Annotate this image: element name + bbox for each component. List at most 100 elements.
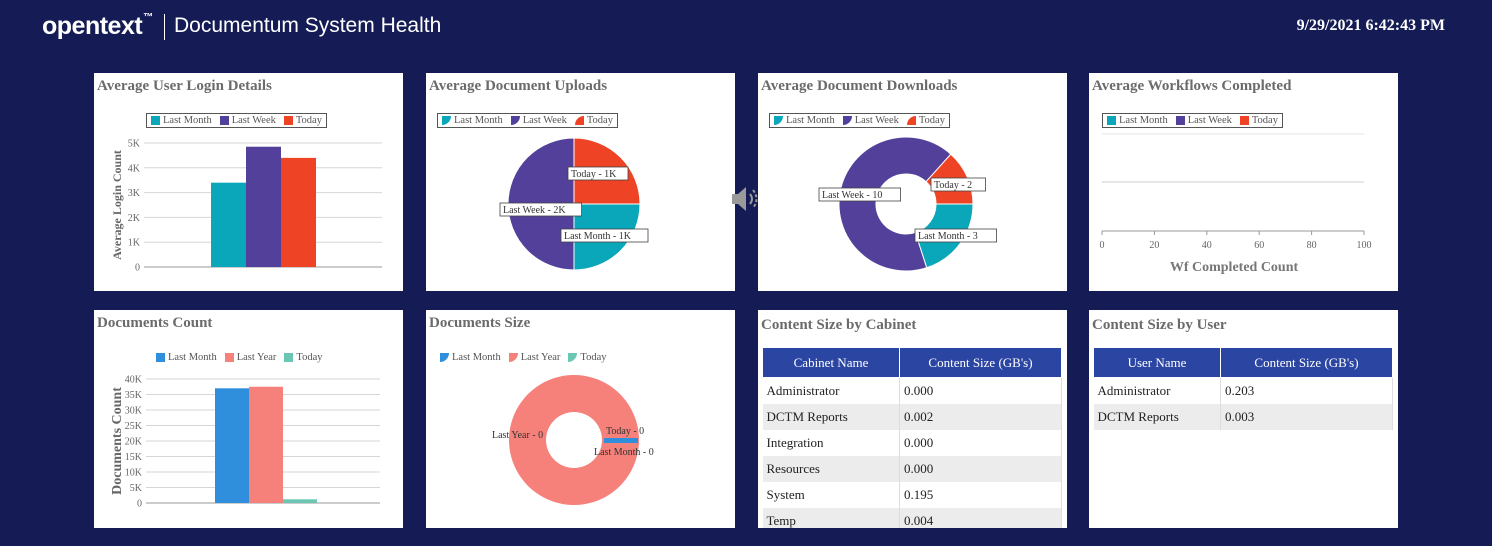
pie-slice <box>509 375 639 505</box>
data-label-box <box>567 166 629 181</box>
legend-item[interactable]: Today <box>906 115 945 126</box>
column-header[interactable]: Content Size (GB's) <box>899 347 1062 378</box>
opentext-logo: opentext™ <box>42 12 153 40</box>
cell: DCTM Reports <box>762 404 900 430</box>
chart-legend: Last Month Last Year Today <box>156 352 322 363</box>
legend-item[interactable]: Last Month <box>440 352 501 363</box>
legend-item[interactable]: Last Month <box>774 115 835 126</box>
header-divider <box>164 14 165 40</box>
y-tick-label: 1K <box>128 238 141 249</box>
data-label: Last Month - 1K <box>564 231 632 242</box>
legend-item[interactable]: Last Month <box>151 115 212 126</box>
table-row[interactable]: DCTM Reports 0.002 <box>762 404 1062 430</box>
cell: 0.004 <box>899 508 1062 528</box>
x-tick-label: 80 <box>1307 240 1317 251</box>
y-tick-label: 35K <box>125 390 143 401</box>
speaker-icon[interactable] <box>729 183 761 215</box>
legend-item[interactable]: Last Year <box>224 352 276 363</box>
panel-title: Documents Count <box>97 315 213 331</box>
table-row[interactable]: Temp 0.004 <box>762 508 1062 528</box>
cell: Resources <box>762 456 900 482</box>
data-label-box <box>499 202 582 217</box>
workflows-panel: Average Workflows Completed Last Month L… <box>1089 73 1398 291</box>
table-row[interactable]: System 0.195 <box>762 482 1062 508</box>
legend-item[interactable]: Last Month <box>1107 115 1168 126</box>
x-tick-label: 0 <box>1100 240 1105 251</box>
app-title: Documentum System Health <box>174 14 442 37</box>
cell: Administrator <box>1093 377 1221 404</box>
panel-title: Average User Login Details <box>97 78 272 94</box>
legend-item[interactable]: Last Month <box>156 352 217 363</box>
cell: 0.002 <box>899 404 1062 430</box>
legend-item[interactable]: Today <box>574 115 613 126</box>
data-label: Last Week - 2K <box>503 205 566 216</box>
bar <box>283 499 317 503</box>
data-label-box <box>560 228 649 243</box>
cell: System <box>762 482 900 508</box>
x-tick-label: 100 <box>1357 240 1372 251</box>
chart-legend: Last Month Last Week Today <box>1102 113 1283 128</box>
header-datetime: 9/29/2021 6:42:43 PM <box>1296 17 1445 34</box>
pie-slice <box>604 438 638 443</box>
column-header[interactable]: Cabinet Name <box>762 347 900 378</box>
column-header[interactable]: Content Size (GB's) <box>1220 347 1393 378</box>
legend-item[interactable]: Today <box>1239 115 1278 126</box>
table-row[interactable]: DCTM Reports 0.003 <box>1093 404 1393 430</box>
y-tick-label: 40K <box>125 375 143 386</box>
legend-item[interactable]: Last Week <box>1175 115 1232 126</box>
legend-item[interactable]: Today <box>284 352 322 363</box>
user-table: User Name Content Size (GB's) Administra… <box>1093 347 1393 430</box>
panel-title: Average Document Downloads <box>761 78 958 94</box>
doc-size-donut-chart: Last Month - 0 Last Year - 0 Today - 0 <box>492 375 654 505</box>
y-tick-label: 5K <box>128 139 141 150</box>
bar <box>281 157 316 267</box>
table-row[interactable]: Resources 0.000 <box>762 456 1062 482</box>
cell: 0.195 <box>899 482 1062 508</box>
chart-legend: Last Month Last Year Today <box>440 352 606 363</box>
legend-item[interactable]: Today <box>568 352 606 363</box>
chart-legend: Last Month Last Week Today <box>437 113 618 128</box>
cell: 0.003 <box>1220 404 1393 430</box>
y-tick-label: 20K <box>125 437 143 448</box>
data-label-box <box>930 177 986 192</box>
y-tick-label: 2K <box>128 213 141 224</box>
cell: 0.000 <box>899 430 1062 456</box>
legend-item[interactable]: Last Week <box>842 115 899 126</box>
chart-legend: Last Month Last Week Today <box>146 113 327 128</box>
data-label: Last Year - 0 <box>492 430 543 441</box>
login-bar-chart: 0 1K 2K 3K 4K 5K Average Login Count <box>110 139 382 274</box>
panel-title: Content Size by User <box>1092 317 1227 333</box>
panel-title: Average Document Uploads <box>429 78 608 94</box>
table-row[interactable]: Integration 0.000 <box>762 430 1062 456</box>
data-label: Last Month - 3 <box>918 231 978 242</box>
legend-item[interactable]: Last Week <box>510 115 567 126</box>
cell: Integration <box>762 430 900 456</box>
cabinet-table: Cabinet Name Content Size (GB's) Adminis… <box>762 347 1062 528</box>
cell: DCTM Reports <box>1093 404 1221 430</box>
y-axis-label: Documents Count <box>110 387 125 495</box>
app-header: opentext™ Documentum System Health 9/29/… <box>0 0 1492 60</box>
bar <box>215 388 249 503</box>
legend-item[interactable]: Today <box>283 115 322 126</box>
table-row[interactable]: Administrator 0.203 <box>1093 377 1393 404</box>
pie-slice <box>838 136 952 272</box>
y-tick-label: 25K <box>125 421 143 432</box>
data-label: Today - 2 <box>934 180 972 191</box>
legend-item[interactable]: Last Week <box>219 115 276 126</box>
y-tick-label: 4K <box>128 163 141 174</box>
downloads-panel: Average Document Downloads Last Month La… <box>758 73 1067 291</box>
cell: 0.000 <box>899 456 1062 482</box>
user-panel: Content Size by User User Name Content S… <box>1089 310 1398 528</box>
y-tick-label: 5K <box>130 483 143 494</box>
cell: Temp <box>762 508 900 528</box>
data-label: Last Month - 0 <box>594 447 654 458</box>
legend-item[interactable]: Last Month <box>442 115 503 126</box>
column-header[interactable]: User Name <box>1093 347 1221 378</box>
y-tick-label: 0 <box>137 499 142 510</box>
downloads-donut-chart: Last Month - 3 Last Week - 10 Today - 2 <box>818 136 997 272</box>
legend-item[interactable]: Last Year <box>508 352 560 363</box>
table-row[interactable]: Administrator 0.000 <box>762 377 1062 404</box>
login-panel: Average User Login Details Last Month La… <box>94 73 403 291</box>
data-label: Today - 1K <box>571 169 617 180</box>
